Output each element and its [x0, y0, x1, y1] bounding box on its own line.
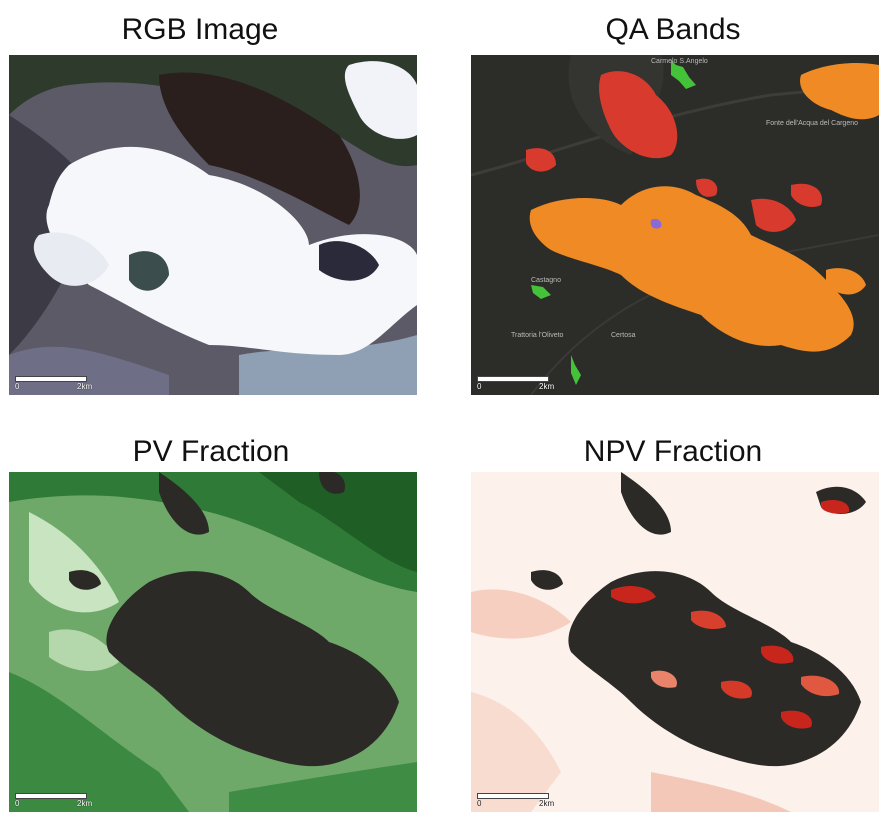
npv-fraction-map: 0 2km [471, 472, 879, 812]
scale-bar: 0 2km [15, 376, 101, 391]
pv-fraction-map: 0 2km [9, 472, 417, 812]
place-label-mid: Castagno [531, 277, 561, 284]
scale-bar-line [477, 376, 549, 382]
scale-bar-distance: 2km [77, 799, 93, 808]
scale-bar: 0 2km [477, 376, 563, 391]
scale-bar-zero: 0 [15, 382, 20, 391]
rgb-image-map: 0 2km [9, 55, 417, 395]
rgb-image-title: RGB Image [121, 13, 279, 46]
place-label-right: Fonte dell'Acqua del Cargeno [766, 120, 859, 127]
qa-bands-map: Carmelo S.Angelo Fonte dell'Acqua del Ca… [471, 55, 879, 395]
place-label-top: Carmelo S.Angelo [651, 58, 708, 65]
scale-bar-zero: 0 [477, 382, 482, 391]
scale-bar: 0 2km [15, 793, 101, 808]
scale-bar-zero: 0 [15, 799, 20, 808]
scale-bar-distance: 2km [77, 382, 93, 391]
npv-fraction-title: NPV Fraction [583, 435, 763, 468]
pv-fraction-title: PV Fraction [132, 435, 290, 468]
scale-bar-distance: 2km [539, 382, 555, 391]
scale-bar: 0 2km [477, 793, 563, 808]
qa-bands-title: QA Bands [605, 13, 741, 46]
scale-bar-line [15, 376, 87, 382]
scale-bar-zero: 0 [477, 799, 482, 808]
scale-bar-line [15, 793, 87, 799]
place-label-bottom: Trattoria l'Oliveto [511, 332, 564, 339]
scale-bar-line [477, 793, 549, 799]
place-label-bottom-right: Certosa [611, 332, 636, 339]
scale-bar-distance: 2km [539, 799, 555, 808]
